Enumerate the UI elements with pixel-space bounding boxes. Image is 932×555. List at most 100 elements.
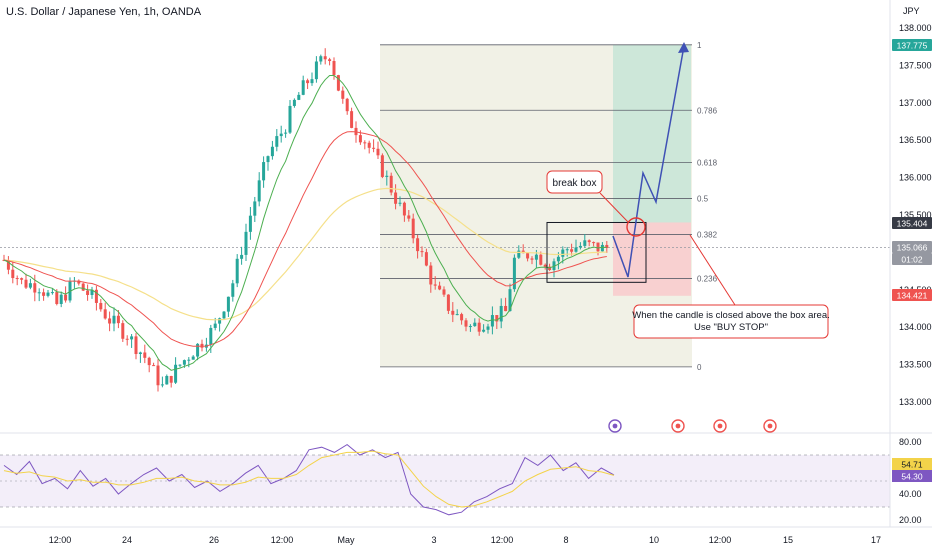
time-tick-label: May [337, 535, 355, 545]
candle-down [6, 260, 10, 270]
candle-up [187, 359, 191, 361]
candle-up [556, 256, 560, 262]
price-label-tag [892, 217, 932, 229]
time-tick-label: 12:00 [709, 535, 732, 545]
candle-down [363, 142, 367, 144]
candle-down [504, 305, 508, 312]
candle-down [424, 252, 428, 266]
buy-stop-note-frame [633, 304, 829, 339]
fibonacci-level-label: 0.382 [697, 230, 718, 239]
rsi-tick-label: 40.00 [899, 489, 922, 499]
time-tick-label: 12:00 [49, 535, 72, 545]
price-tick-label: 134.000 [899, 322, 932, 332]
currency-label: JPY [903, 6, 920, 16]
candle-down [433, 284, 437, 286]
stop-zone [613, 222, 691, 296]
candle-down [543, 264, 547, 267]
candle-up [262, 162, 266, 181]
candle-up [534, 254, 538, 260]
candle-up [112, 315, 116, 324]
candle-up [178, 364, 182, 366]
candle-down [477, 322, 481, 332]
candle-down [152, 365, 156, 367]
candle-up [301, 80, 305, 95]
candle-down [530, 258, 534, 260]
candle-up [270, 146, 274, 157]
candle-down [15, 278, 19, 280]
price-label-text: 135.404 [897, 219, 928, 229]
candle-up [165, 375, 169, 385]
rsi-value-text: 54.71 [901, 460, 923, 470]
candle-up [253, 201, 257, 216]
break-box-callout-line [599, 192, 629, 223]
price-tick-label: 136.500 [899, 135, 932, 145]
candle-up [486, 326, 490, 330]
candle-down [438, 285, 442, 290]
candle-up [257, 180, 261, 202]
candle-down [420, 251, 424, 253]
candle-down [464, 320, 468, 327]
candle-down [451, 310, 455, 315]
candle-up [310, 79, 314, 84]
candle-up [37, 292, 41, 294]
price-label-text: 135.066 [897, 243, 928, 253]
candle-up [231, 283, 235, 297]
rsi-line [3, 443, 615, 516]
ma-slow-line [3, 131, 607, 347]
candle-up [385, 175, 389, 177]
candle-up [248, 215, 252, 232]
candle-up [240, 254, 244, 259]
candle-down [77, 280, 81, 284]
candle-up [235, 258, 239, 284]
consolidation-box [546, 221, 647, 283]
rsi-ma-value-tag [892, 458, 932, 470]
fibonacci-level-label: 0 [697, 363, 702, 372]
candle-down [64, 294, 68, 301]
candle-down [394, 192, 398, 204]
candle-up [160, 384, 164, 386]
candle-up [218, 318, 222, 324]
candle-up [244, 231, 248, 255]
candle-down [42, 292, 46, 296]
price-label-tag [892, 253, 932, 265]
candle-down [358, 135, 362, 143]
candle-down [446, 294, 450, 311]
candle-down [147, 357, 151, 366]
candle-down [11, 269, 15, 279]
candle-up [226, 296, 230, 312]
fibonacci-level-label: 0.786 [697, 106, 718, 115]
candle-up [174, 364, 178, 383]
candle-down [411, 218, 415, 239]
candle-down [539, 254, 543, 265]
projection-arrow-head [678, 42, 689, 53]
fibonacci-level-label: 1 [697, 41, 702, 50]
price-label-tag [892, 39, 932, 51]
candle-up [574, 247, 578, 252]
candle-down [605, 244, 609, 248]
candle-up [508, 289, 512, 312]
candle-up [319, 56, 323, 62]
candle-down [103, 309, 107, 319]
candle-up [490, 315, 494, 327]
candle-up [517, 250, 521, 258]
candle-down [328, 59, 332, 62]
candle-up [292, 99, 296, 106]
event-icon-dot [675, 423, 681, 429]
candle-down [526, 253, 530, 259]
candle-down [336, 75, 340, 91]
candle-up [213, 323, 217, 328]
rsi-value-tag [892, 470, 932, 482]
candle-up [297, 94, 301, 100]
candle-up [288, 105, 292, 133]
price-label-text: 01:02 [901, 255, 923, 265]
candle-up [565, 249, 569, 251]
price-tick-label: 135.500 [899, 210, 932, 220]
candle-down [332, 61, 336, 76]
time-tick-label: 12:00 [271, 535, 294, 545]
price-tick-label: 137.000 [899, 98, 932, 108]
candle-down [596, 242, 600, 252]
candle-up [600, 244, 604, 252]
